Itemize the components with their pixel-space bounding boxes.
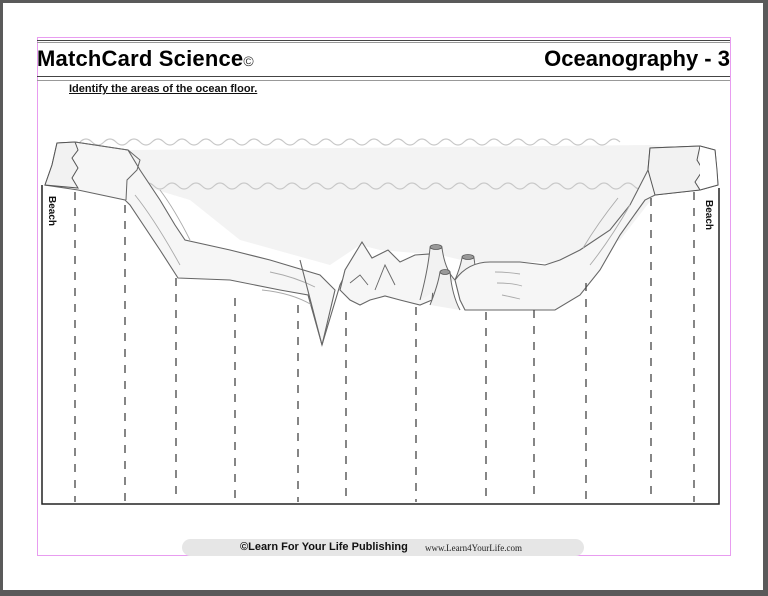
header-rule-bottom-thin — [37, 80, 730, 81]
instructions-text: Identify the areas of the ocean floor. — [69, 83, 258, 95]
surface-waves — [79, 138, 621, 146]
subsurface-waves — [69, 182, 683, 190]
header-rule-top — [37, 40, 730, 41]
header-rule-top-thin — [37, 42, 730, 43]
header-rule-bottom — [37, 76, 730, 77]
answer-columns — [74, 192, 695, 502]
worksheet-title: MatchCard Science© — [37, 46, 254, 72]
label-beach-right: Beach — [703, 200, 714, 231]
ocean-water — [76, 145, 715, 265]
worksheet-subtitle: Oceanography - 3 — [544, 46, 730, 71]
answer-frame — [41, 185, 720, 505]
footer-publisher: ©Learn For Your Life Publishing — [240, 541, 408, 553]
label-beach-left: Beach — [46, 196, 57, 227]
title-text: MatchCard Science — [37, 46, 244, 71]
footer-url: www.Learn4YourLife.com — [425, 543, 522, 553]
footer-bar — [182, 539, 584, 556]
copyright-mark: © — [243, 53, 254, 69]
